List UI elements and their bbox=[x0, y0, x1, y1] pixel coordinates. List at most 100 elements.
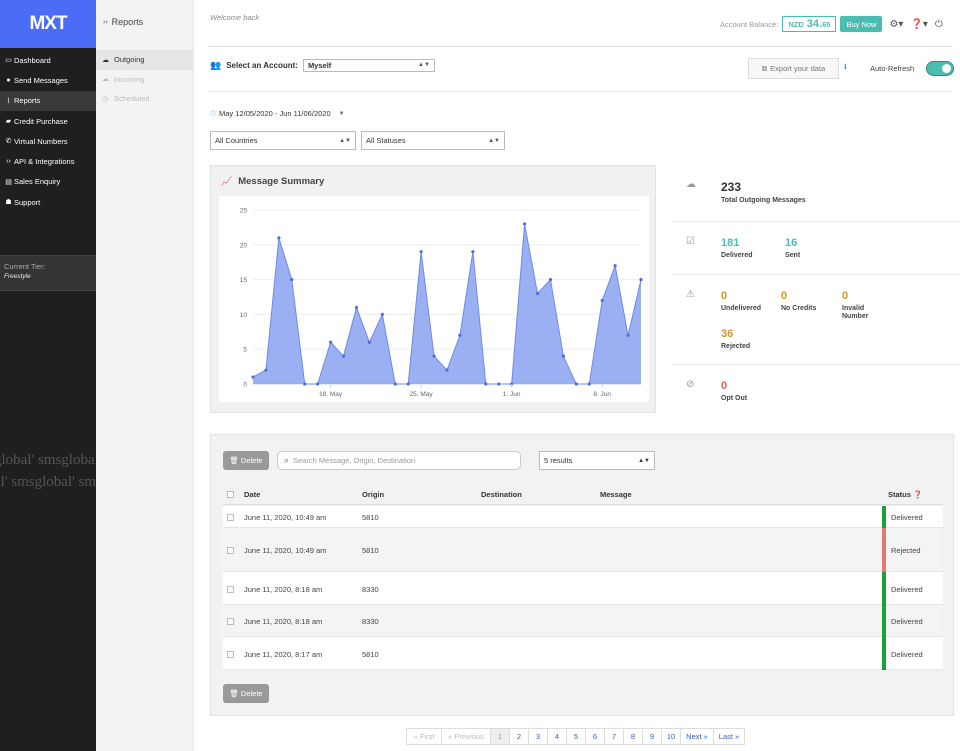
power-icon[interactable]: ⏻ bbox=[934, 18, 943, 30]
column-date[interactable]: Date bbox=[244, 490, 261, 499]
pagination-page-6[interactable]: 6 bbox=[585, 728, 605, 745]
sidebar-item-send-messages[interactable]: ● Send Messages bbox=[0, 70, 96, 90]
messages-table-panel: 🗑 Delete ⌕ Search Message, Origin, Destin… bbox=[210, 434, 954, 716]
table-row[interactable]: June 11, 2020, 10:49 am 5810 Rejected bbox=[223, 528, 943, 572]
sidebar-item-dashboard[interactable]: ▭ Dashboard bbox=[0, 50, 96, 70]
column-origin[interactable]: Origin bbox=[362, 490, 385, 499]
series-line bbox=[252, 223, 642, 385]
pagination-page-4[interactable]: 4 bbox=[547, 728, 567, 745]
gear-icon[interactable]: ⚙▾ bbox=[889, 18, 904, 30]
welcome-text: Welcome back bbox=[210, 13, 260, 22]
brand-logo[interactable]: MXT bbox=[0, 0, 96, 48]
info-icon: ⓘ bbox=[210, 112, 217, 118]
table-row[interactable]: June 11, 2020, 8:18 am 8330 Delivered bbox=[223, 572, 943, 605]
tier-label: Current Tier: bbox=[4, 262, 46, 271]
info-icon[interactable]: ℹ bbox=[844, 64, 847, 71]
phone-icon: ✆ bbox=[5, 138, 12, 146]
data-point bbox=[471, 250, 475, 254]
help-icon[interactable]: ❓▾ bbox=[910, 18, 928, 30]
users-icon: 👥 bbox=[210, 59, 222, 70]
account-select[interactable]: Myself ▲▼ bbox=[302, 58, 435, 72]
column-destination[interactable]: Destination bbox=[481, 490, 522, 499]
select-arrows-icon: ▲▼ bbox=[638, 457, 650, 464]
status-badge: Delivered bbox=[891, 584, 923, 594]
table-row[interactable]: June 11, 2020, 8:18 am 8330 Delivered bbox=[223, 605, 943, 637]
pagination-page-7[interactable]: 7 bbox=[604, 728, 624, 745]
data-point bbox=[264, 368, 268, 372]
balance-amount: 34. bbox=[806, 18, 823, 30]
check-square-icon: ☑ bbox=[686, 236, 695, 247]
row-checkbox[interactable] bbox=[227, 585, 234, 593]
pagination-page-5[interactable]: 5 bbox=[566, 728, 586, 745]
data-point bbox=[600, 298, 604, 303]
export-data-button[interactable]: ⧉ Export your data bbox=[748, 58, 839, 79]
delete-button[interactable]: 🗑 Delete bbox=[223, 451, 269, 470]
pagination-page-10[interactable]: 10 bbox=[661, 728, 681, 745]
pagination-page-3[interactable]: 3 bbox=[528, 728, 548, 745]
tier-value: Freestyle bbox=[4, 273, 31, 280]
cloud-upload-icon: ☁ bbox=[686, 179, 696, 190]
select-all-checkbox[interactable] bbox=[227, 491, 234, 498]
stat-block-total: ☁ 233 Total Outgoing Messages bbox=[672, 165, 960, 221]
data-point bbox=[497, 382, 501, 386]
pagination-page-2[interactable]: 2 bbox=[509, 728, 529, 745]
sidebar-item-api-integrations[interactable]: ‹› API & Integrations bbox=[0, 151, 96, 171]
sidebar-item-support[interactable]: ☗ Support bbox=[0, 192, 96, 212]
stat-rejected: 36 Rejected bbox=[721, 328, 750, 351]
stat-undelivered: 0 Undelivered bbox=[721, 290, 761, 313]
currency-code: NZD bbox=[788, 19, 804, 29]
current-tier: Current Tier: Freestyle bbox=[0, 255, 96, 291]
y-tick-label: 25 bbox=[240, 208, 248, 215]
row-checkbox[interactable] bbox=[227, 618, 234, 625]
sidebar-item-credit-purchase[interactable]: ▰ Credit Purchase bbox=[0, 111, 96, 131]
pagination-next[interactable]: Next » bbox=[680, 728, 714, 745]
sidebar-item-reports[interactable]: ⌇ Reports bbox=[0, 90, 96, 111]
results-per-page-select[interactable]: 5 results ▲▼ bbox=[539, 451, 655, 470]
pagination-page-9[interactable]: 9 bbox=[642, 728, 662, 745]
data-point bbox=[290, 278, 294, 282]
status-filter-select[interactable]: All Statuses ▲▼ bbox=[361, 131, 505, 150]
export-label: Export your data bbox=[770, 64, 826, 73]
table-row[interactable]: June 11, 2020, 10:49 am 5810 Delivered bbox=[223, 506, 943, 528]
pagination-page-8[interactable]: 8 bbox=[623, 728, 643, 745]
pagination-page-1: 1 bbox=[490, 728, 510, 745]
row-checkbox[interactable] bbox=[227, 514, 234, 521]
search-placeholder: Search Message, Origin, Destination bbox=[293, 456, 416, 465]
pagination-last[interactable]: Last » bbox=[713, 728, 745, 745]
main-content: Welcome back Account Balance: NZD 34. 65 … bbox=[194, 0, 960, 751]
table-row[interactable]: June 11, 2020, 8:17 am 5810 Delivered bbox=[223, 637, 943, 670]
data-point bbox=[380, 312, 384, 316]
delete-button-bottom[interactable]: 🗑 Delete bbox=[223, 684, 269, 703]
status-indicator bbox=[882, 506, 886, 528]
panel-title: 📈 Message Summary bbox=[221, 176, 324, 187]
date-range-picker[interactable]: ⓘ May 12/05/2020 - Jun 11/06/2020 ▼ bbox=[210, 109, 345, 118]
stat-value: 233 bbox=[721, 180, 742, 194]
subnav-item-scheduled[interactable]: ◷ Scheduled bbox=[96, 89, 193, 109]
data-point bbox=[535, 291, 540, 296]
column-status[interactable]: Status ❓ bbox=[888, 490, 922, 499]
cell-date: June 11, 2020, 8:18 am bbox=[244, 584, 323, 594]
subnav-item-label: Scheduled bbox=[114, 94, 150, 104]
subnav-item-incoming[interactable]: ☁ Incoming bbox=[96, 70, 193, 90]
sidebar-item-sales-enquiry[interactable]: ▤ Sales Enquiry bbox=[0, 172, 96, 192]
auto-refresh-toggle[interactable] bbox=[926, 61, 954, 76]
x-tick-label: 1. Jun bbox=[503, 391, 521, 398]
column-message[interactable]: Message bbox=[600, 490, 632, 499]
sidebar-item-virtual-numbers[interactable]: ✆ Virtual Numbers bbox=[0, 131, 96, 151]
row-checkbox[interactable] bbox=[227, 650, 234, 658]
trash-icon: 🗑 bbox=[229, 456, 239, 465]
x-tick-label: 18. May bbox=[319, 391, 343, 398]
main-sidebar: MXT ▭ Dashboard ● Send Messages ⌇ Reports ▰… bbox=[0, 0, 96, 751]
search-input[interactable]: ⌕ Search Message, Origin, Destination bbox=[277, 451, 521, 470]
stat-label: Invalid bbox=[842, 305, 865, 312]
cell-date: June 11, 2020, 8:17 am bbox=[244, 649, 323, 659]
main-nav: ▭ Dashboard ● Send Messages ⌇ Reports ▰ Cred… bbox=[0, 50, 96, 212]
clock-icon: ◷ bbox=[102, 95, 109, 103]
country-filter-value: All Countries bbox=[215, 136, 258, 145]
buy-now-button[interactable]: Buy Now bbox=[840, 16, 883, 32]
country-filter-select[interactable]: All Countries ▲▼ bbox=[210, 131, 356, 150]
data-point bbox=[393, 382, 397, 386]
stat-label: No Credits bbox=[781, 305, 817, 312]
subnav-item-outgoing[interactable]: ☁ Outgoing bbox=[96, 50, 193, 70]
row-checkbox[interactable] bbox=[227, 547, 234, 554]
